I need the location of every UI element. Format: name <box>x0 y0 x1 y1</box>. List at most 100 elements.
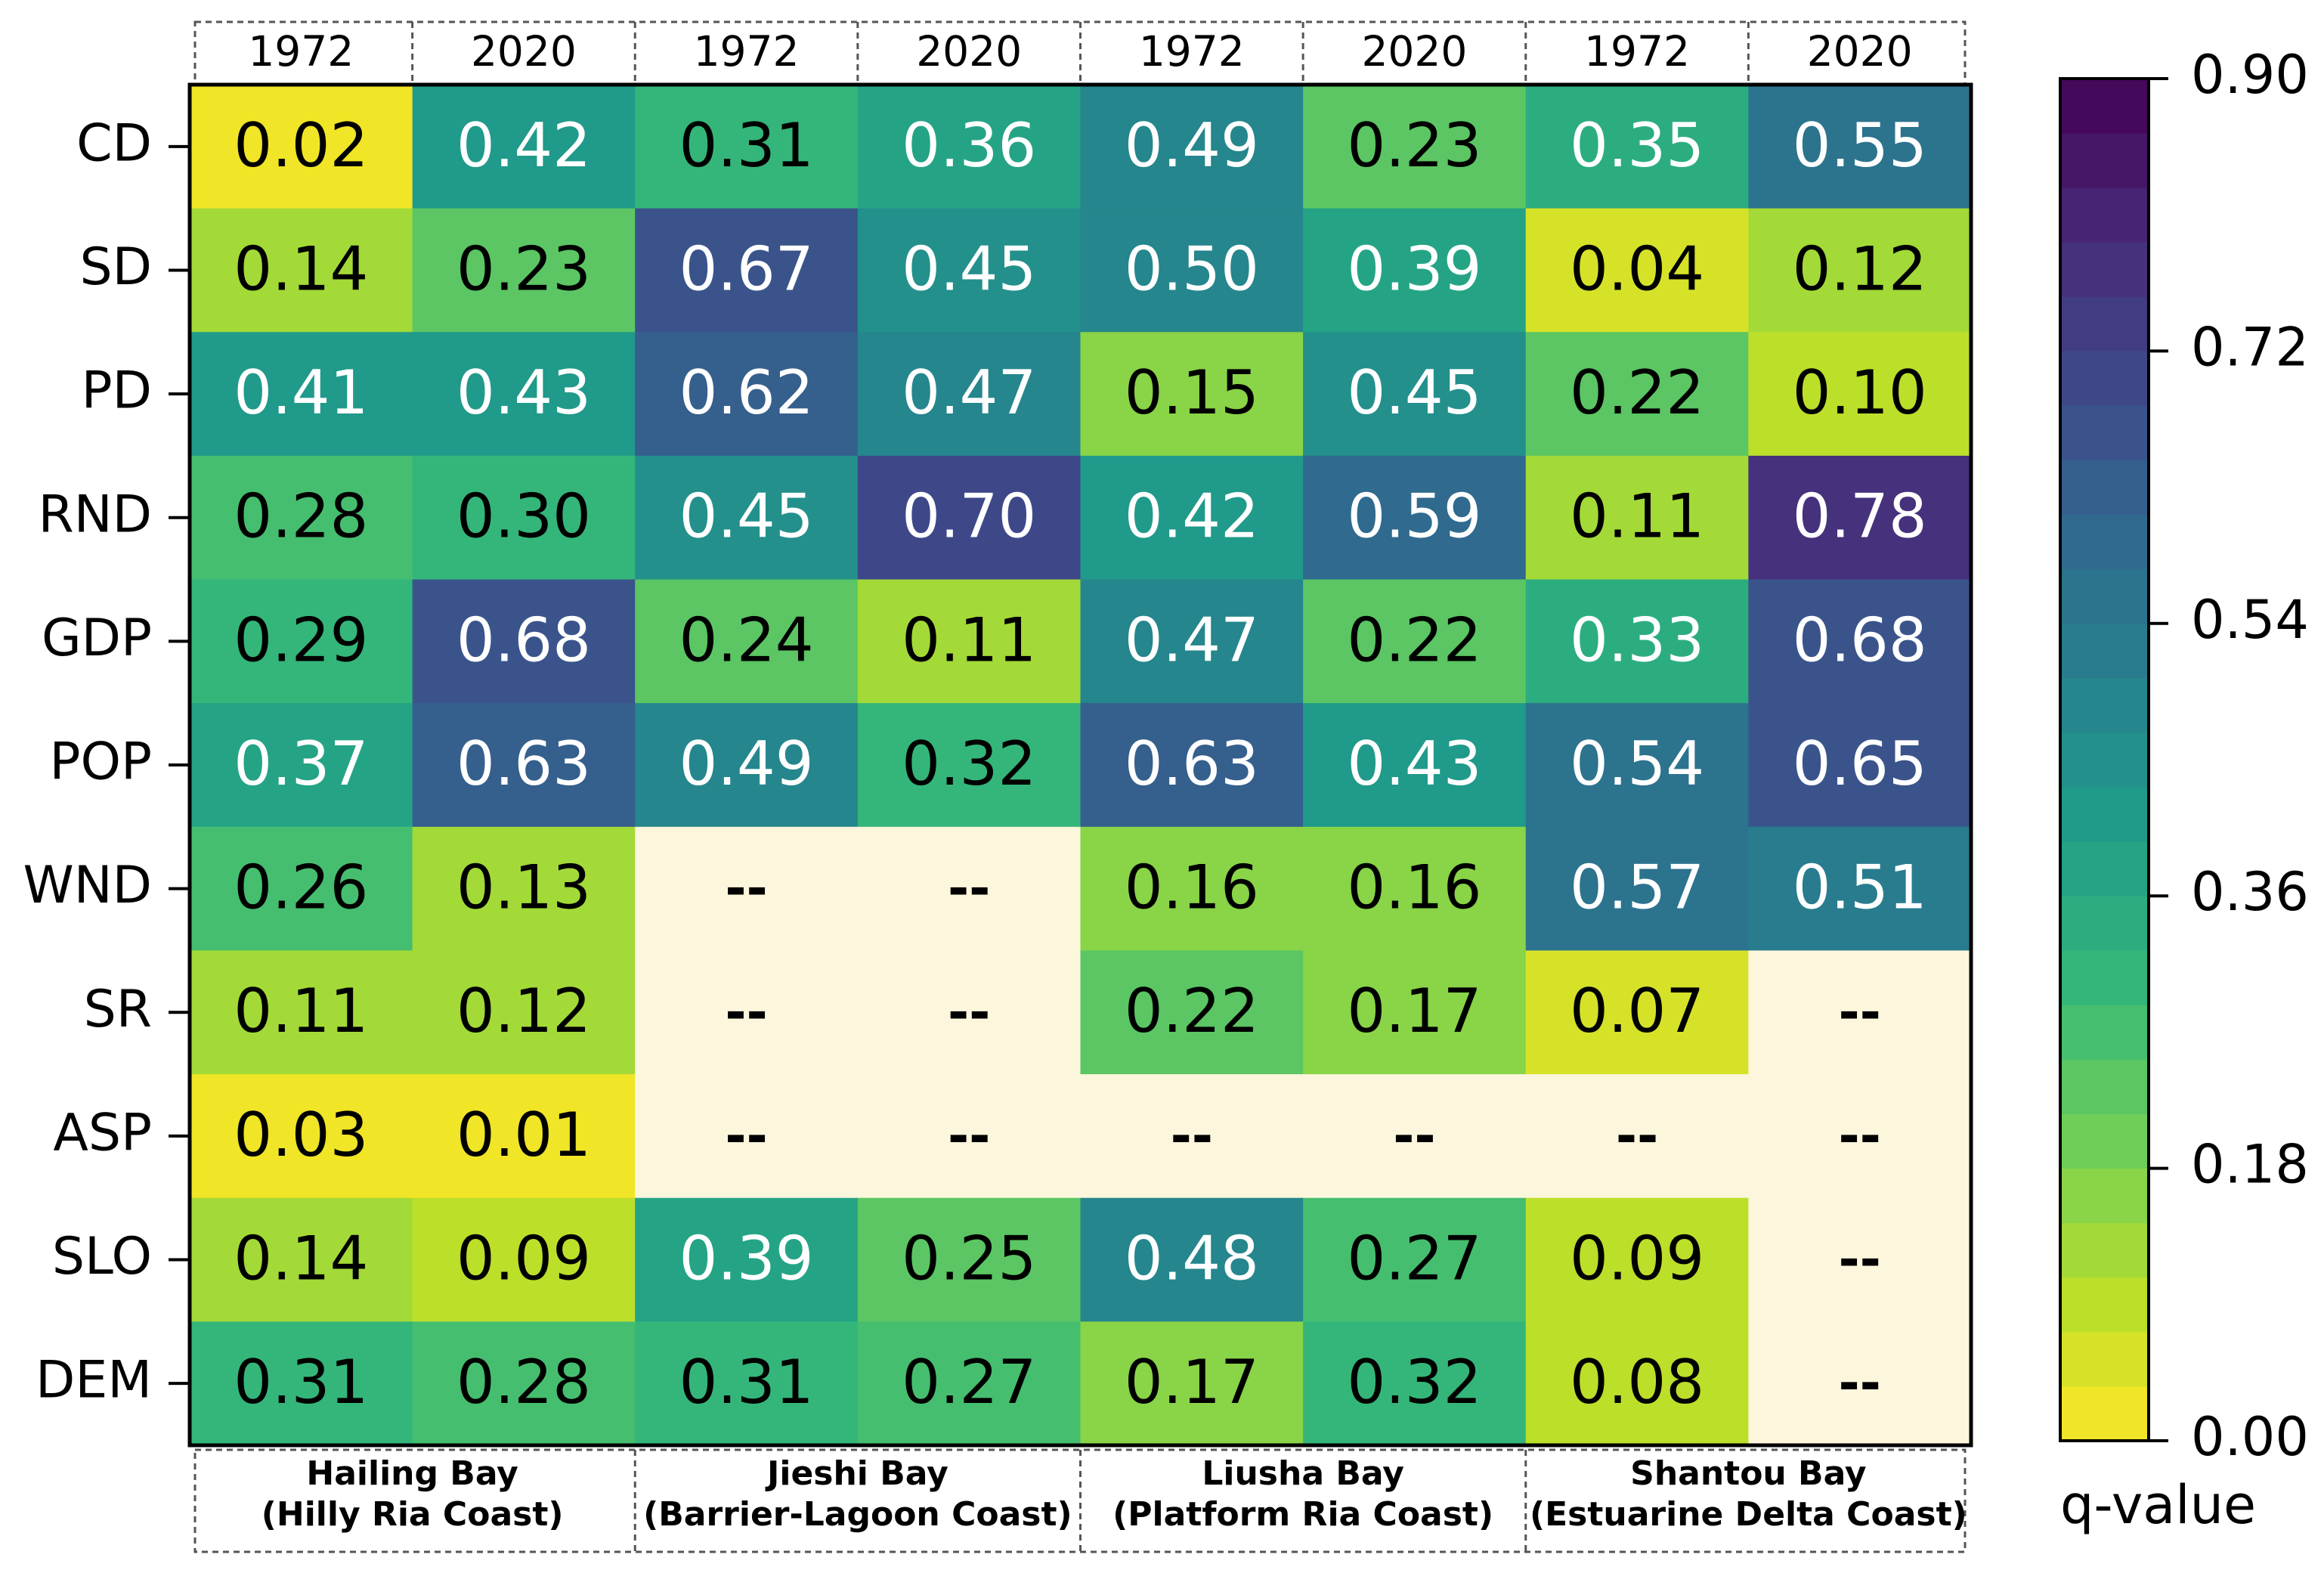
heatmap-cell <box>1303 85 1527 209</box>
group-label: (Platform Ria Coast) <box>1112 1495 1493 1534</box>
heatmap-cell <box>1748 455 1972 581</box>
column-label: 2020 <box>1807 27 1913 76</box>
cell-value-label: 0.03 <box>234 1100 368 1170</box>
empty-cell <box>857 950 1081 1075</box>
group-label: (Barrier-Lagoon Coast) <box>643 1495 1072 1534</box>
row-label: PD <box>82 361 152 421</box>
colorbar-step <box>2060 568 2149 624</box>
cell-value-label: 0.01 <box>456 1100 591 1170</box>
empty-cell <box>1080 1074 1304 1199</box>
heatmap-cell <box>635 1321 859 1446</box>
heatmap-cell <box>1303 1197 1527 1322</box>
colorbar-step <box>2060 677 2149 733</box>
heatmap-cell <box>1080 208 1304 333</box>
cell-value-label: 0.63 <box>1125 729 1259 799</box>
heatmap-cell <box>1525 826 1749 951</box>
row-label: WND <box>23 856 152 915</box>
cell-value-label: 0.49 <box>1125 110 1259 181</box>
cell-value-label: 0.65 <box>1793 729 1927 799</box>
cell-value-label: 0.47 <box>1125 605 1259 675</box>
heatmap-cell <box>857 455 1081 581</box>
cell-value-label: 0.07 <box>1570 976 1704 1046</box>
cell-value-label: 0.47 <box>902 358 1036 428</box>
colorbar-step <box>2060 787 2149 842</box>
missing-label: -- <box>948 859 990 918</box>
colorbar-frame <box>2059 77 2150 1442</box>
cell-value-label: 0.35 <box>1570 110 1704 181</box>
heatmap-cell <box>635 579 859 704</box>
heatmap-cell <box>1303 950 1527 1075</box>
heatmap-cell <box>1080 455 1304 581</box>
heatmap-cell <box>1303 826 1527 951</box>
cell-value-label: 0.27 <box>902 1347 1036 1417</box>
cell-value-label: 0.27 <box>1347 1224 1481 1294</box>
heatmap-cell <box>1080 703 1304 828</box>
empty-cell <box>1748 1074 1972 1199</box>
colorbar-step <box>2060 514 2149 570</box>
heatmap-cell <box>1748 332 1972 457</box>
empty-cell <box>1525 1074 1749 1199</box>
cell-value-label: 0.30 <box>456 482 591 552</box>
cell-value-label: 0.32 <box>902 729 1036 799</box>
cell-value-label: 0.78 <box>1793 482 1927 552</box>
heatmap-cell <box>857 579 1081 704</box>
heatmap-cell <box>1748 85 1972 209</box>
colorbar-step <box>2060 79 2149 134</box>
cell-value-label: 0.51 <box>1793 853 1927 923</box>
cell-value-label: 0.02 <box>234 110 368 181</box>
cell-value-label: 0.25 <box>902 1224 1036 1294</box>
row-label: ASP <box>53 1103 152 1163</box>
heatmap-cell <box>1303 208 1527 333</box>
heatmap-cell <box>412 826 636 951</box>
missing-label: -- <box>948 1106 990 1166</box>
cell-value-label: 0.32 <box>1347 1347 1481 1417</box>
group-label: Liusha Bay <box>1202 1454 1404 1493</box>
heatmap-cell <box>1303 332 1527 457</box>
cell-value-label: 0.23 <box>1347 110 1481 181</box>
row-label: SLO <box>52 1227 152 1287</box>
cell-value-label: 0.28 <box>456 1347 591 1417</box>
empty-cell <box>1748 950 1972 1075</box>
group-label: Hailing Bay <box>306 1454 518 1493</box>
heatmap-cell <box>412 1074 636 1199</box>
cell-value-label: 0.22 <box>1125 976 1259 1046</box>
heatmap-cell <box>1080 826 1304 951</box>
heatmap-cell <box>1525 1321 1749 1446</box>
empty-cell <box>1748 1321 1972 1446</box>
heatmap-cell <box>1525 1197 1749 1322</box>
column-label: 2020 <box>1361 27 1467 76</box>
colorbar-step <box>2060 1222 2149 1278</box>
heatmap-cell <box>857 1321 1081 1446</box>
colorbar-step <box>2060 1113 2149 1169</box>
column-label: 1972 <box>248 27 354 76</box>
heatmap-cell <box>412 950 636 1075</box>
missing-label: -- <box>1393 1106 1435 1166</box>
header-box <box>193 20 1967 86</box>
cell-value-label: 0.22 <box>1570 358 1704 428</box>
row-label: SD <box>79 237 152 297</box>
cell-value-label: 0.63 <box>456 729 591 799</box>
colorbar-step <box>2060 1331 2149 1387</box>
colorbar-step <box>2060 351 2149 406</box>
empty-cell <box>635 1074 859 1199</box>
missing-label: -- <box>1171 1106 1213 1166</box>
colorbar-step <box>2060 242 2149 297</box>
heatmap-cell <box>190 85 413 209</box>
colorbar-tick-label: 0.54 <box>2191 589 2309 651</box>
cell-value-label: 0.50 <box>1125 234 1259 304</box>
heatmap-cell <box>1748 826 1972 951</box>
heatmap-cell <box>1525 950 1749 1075</box>
cell-value-label: 0.67 <box>679 234 814 304</box>
heatmap-cell <box>412 208 636 333</box>
heatmap-cell <box>1080 579 1304 704</box>
heatmap-cell <box>190 1074 413 1199</box>
cell-value-label: 0.59 <box>1347 482 1481 552</box>
heatmap-cell <box>857 208 1081 333</box>
cell-value-label: 0.11 <box>1570 482 1704 552</box>
colorbar-step <box>2060 460 2149 516</box>
heatmap-cell <box>635 703 859 828</box>
heatmap-cell <box>190 332 413 457</box>
group-box <box>193 1448 1967 1553</box>
cell-value-label: 0.68 <box>456 605 591 675</box>
